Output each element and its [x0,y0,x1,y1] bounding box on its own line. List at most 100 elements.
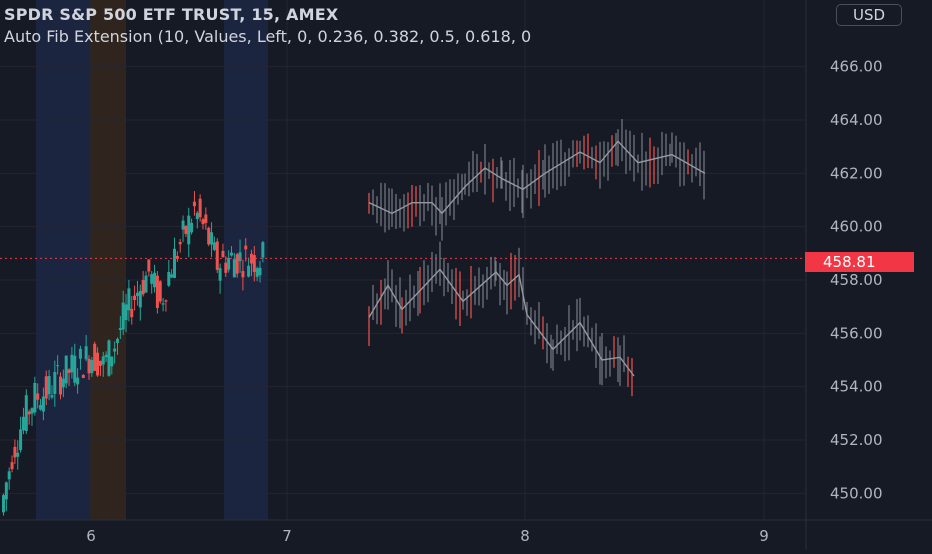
candle-47 [135,292,139,296]
candle-10 [30,408,34,414]
candle-4 [13,446,17,458]
y-tick-label: 466.00 [830,58,883,76]
candle-41 [118,328,122,330]
candle-84 [241,271,245,278]
candle-12 [36,393,40,400]
x-tick-label: 6 [86,527,96,545]
candle-85 [244,245,248,250]
candle-32 [93,343,97,371]
candle-29 [84,346,88,360]
candle-13 [39,404,43,410]
chart-legend: SPDR S&P 500 ETF TRUST, 15, AMEX Auto Fi… [4,4,810,48]
y-tick-label: 464.00 [830,111,883,129]
candle-83 [238,252,242,262]
y-tick-label: 460.00 [830,218,883,236]
candle-28 [81,375,85,378]
candle-66 [190,222,194,233]
candle-35 [101,356,105,365]
candle-11 [33,382,37,413]
candle-22 [64,355,68,384]
candle-58 [167,272,171,286]
candle-1 [4,482,8,500]
candle-90 [258,267,262,276]
candle-25 [73,355,77,383]
candle-73 [210,232,214,245]
projection-upper-zigzag [368,140,706,215]
candle-23 [67,369,71,373]
session-band-1 [90,0,126,520]
candle-2 [7,471,11,480]
candle-53 [153,272,157,288]
candle-44 [127,288,131,311]
candle-52 [150,274,154,284]
candle-31 [90,360,94,373]
candle-59 [170,274,174,278]
candle-65 [187,215,191,245]
candle-63 [181,220,185,230]
candle-74 [212,242,216,250]
last-price-label: 458.81 [805,252,914,272]
candle-60 [173,248,176,278]
candle-8 [24,395,28,431]
candle-49 [141,280,145,295]
candle-46 [133,295,137,301]
y-tick-label: 452.00 [830,431,883,449]
candle-14 [41,396,45,412]
candle-5 [16,452,20,457]
candle-38 [110,356,114,367]
symbol-title[interactable]: SPDR S&P 500 ETF TRUST, 15, AMEX [4,5,339,24]
currency-button[interactable]: USD [836,4,902,26]
x-tick-label: 8 [520,527,530,545]
candle-70 [201,219,205,225]
y-tick-label: 456.00 [830,324,883,342]
candle-40 [116,338,119,343]
candle-34 [98,360,102,366]
candle-42 [121,302,125,330]
candle-48 [138,290,142,308]
candle-76 [218,268,222,281]
candle-21 [61,378,65,388]
projection-lower-zigzag [368,268,635,377]
candle-91 [261,242,265,258]
candle-57 [164,300,168,302]
candle-43 [124,304,128,321]
candle-56 [161,303,165,305]
candle-16 [47,376,51,395]
candle-19 [56,365,60,367]
candle-69 [198,198,202,218]
candle-67 [192,201,196,207]
candle-26 [76,377,80,385]
candle-75 [215,241,219,270]
candle-24 [70,354,74,373]
candle-15 [44,376,48,399]
candle-51 [147,259,151,272]
y-tick-label: 450.00 [830,484,883,502]
candle-79 [227,257,231,270]
candle-61 [175,255,179,259]
candle-82 [235,254,239,274]
candle-33 [96,352,100,376]
candle-77 [221,250,225,258]
candle-39 [113,348,117,352]
y-tick-label: 458.00 [830,271,883,289]
session-band-0 [36,0,90,520]
candle-7 [21,416,25,431]
candle-62 [178,241,182,245]
candle-88 [252,255,256,272]
indicator-label[interactable]: Auto Fib Extension (10, Values, Left, 0,… [4,27,532,46]
candle-30 [87,358,91,374]
candle-72 [207,227,211,245]
candle-37 [107,340,111,376]
y-tick-label: 454.00 [830,378,883,396]
candle-71 [204,214,208,223]
candle-78 [224,262,228,273]
candle-20 [59,376,62,395]
candle-18 [53,372,57,394]
candle-50 [144,275,148,293]
x-tick-label: 9 [759,527,769,545]
candle-81 [232,259,236,278]
candle-45 [130,308,134,318]
candle-17 [50,395,54,398]
